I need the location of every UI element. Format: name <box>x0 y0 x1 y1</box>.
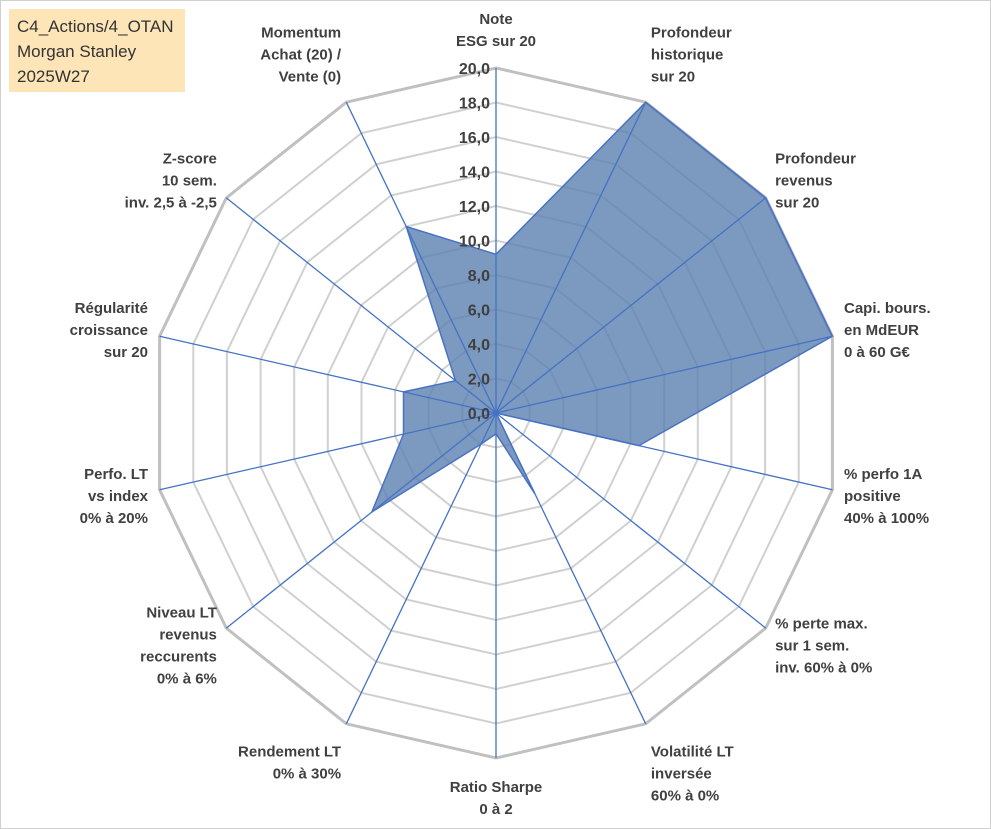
axis-label: reccurents <box>140 649 217 666</box>
tick-label: 16,0 <box>459 130 490 147</box>
tick-layer: 0,0 2,0 4,0 6,0 8,0 10,0 12,0 14,0 16,0 18,0 20,0 <box>459 61 490 423</box>
chart-title-box: C4_Actions/4_OTAN Morgan Stanley 2025W27 <box>9 9 185 92</box>
axis-label: Momentum <box>261 25 341 42</box>
axis-spoke <box>495 335 833 414</box>
title-line-1: C4_Actions/4_OTAN <box>17 17 174 36</box>
tick-label: 8,0 <box>468 268 490 285</box>
axis-label: Volatilité LT <box>651 743 734 760</box>
tick-label: 2,0 <box>468 372 490 389</box>
axis-label: Achat (20) / <box>260 47 342 64</box>
axis-label: Z-score <box>163 150 217 167</box>
axis-label: Profondeur <box>775 150 856 167</box>
axis-label: inversée <box>651 765 712 782</box>
axis-label: inv. 60% à 0% <box>775 660 872 677</box>
title-line-3: 2025W27 <box>17 67 90 86</box>
axis-label: % perte max. <box>775 616 868 633</box>
axis-label: 60% à 0% <box>651 787 719 804</box>
axis-label: 0% à 30% <box>273 765 341 782</box>
tick-label: 18,0 <box>459 96 490 113</box>
axis-spoke <box>225 412 497 629</box>
axis-label: inv. 2,5 à -2,5 <box>125 194 217 211</box>
axis-spoke <box>495 101 647 414</box>
axis-label: sur 1 sem. <box>775 638 849 655</box>
axis-spoke <box>495 412 647 725</box>
tick-label: 20,0 <box>459 61 490 78</box>
spoke-layer <box>159 68 833 758</box>
axis-label: 0% à 6% <box>157 671 217 688</box>
axis-label: Profondeur <box>651 25 732 42</box>
axis-label: sur 20 <box>104 344 148 361</box>
axis-label: Rendement LT <box>238 743 341 760</box>
axis-label: Ratio Sharpe <box>450 779 543 796</box>
axis-label: historique <box>651 47 724 64</box>
axis-label: vs index <box>88 488 149 505</box>
axis-label: Vente (0) <box>279 69 342 86</box>
axis-spoke <box>345 101 497 414</box>
title-line-2: Morgan Stanley <box>17 42 137 61</box>
axis-label: revenus <box>775 172 833 189</box>
axis-label: Niveau LT <box>146 605 217 622</box>
axis-label-layer: Note ESG sur 20 Profondeur historique sur 20… <box>70 11 931 818</box>
axis-label: Perfo. LT <box>84 466 148 483</box>
axis-label: Régularité <box>75 300 148 317</box>
tick-label: 14,0 <box>459 165 490 182</box>
axis-label: positive <box>844 488 901 505</box>
tick-label: 10,0 <box>459 234 490 251</box>
tick-label: 0,0 <box>468 406 490 423</box>
tick-label: 12,0 <box>459 199 490 216</box>
axis-label: Capi. bours. <box>844 300 931 317</box>
axis-spoke <box>159 335 497 414</box>
axis-label: sur 20 <box>651 69 695 86</box>
axis-label: 0 à 2 <box>479 801 512 818</box>
tick-label: 4,0 <box>468 337 490 354</box>
axis-label: revenus <box>159 627 217 644</box>
axis-label: 40% à 100% <box>844 510 929 527</box>
axis-label: ESG sur 20 <box>456 33 536 50</box>
axis-label: 0% à 20% <box>80 510 148 527</box>
axis-label: Note <box>479 11 512 28</box>
axis-spoke <box>225 197 497 414</box>
axis-label: croissance <box>70 322 148 339</box>
axis-label: en MdEUR <box>844 322 919 339</box>
axis-label: sur 20 <box>775 194 819 211</box>
series-layer <box>370 101 834 514</box>
series-area <box>370 101 834 514</box>
axis-spoke <box>495 197 767 414</box>
axis-label: 10 sem. <box>162 172 217 189</box>
axis-spoke <box>495 412 833 491</box>
tick-label: 6,0 <box>468 303 490 320</box>
axis-spoke <box>345 412 497 725</box>
axis-label: % perfo 1A <box>844 466 923 483</box>
axis-spoke <box>495 412 767 629</box>
axis-label: 0 à 60 G€ <box>844 344 911 361</box>
axis-spoke <box>159 412 497 491</box>
